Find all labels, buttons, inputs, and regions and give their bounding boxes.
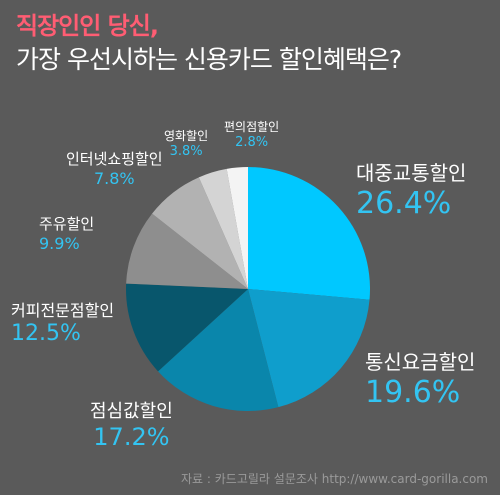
slice-name-fuel: 주유할인	[39, 215, 95, 233]
label-telecom: 통신요금할인 19.6%	[365, 346, 475, 410]
slice-percent-online-shopping: 7.8%	[93, 169, 135, 188]
pie-slice-4	[126, 213, 248, 289]
label-online-shopping: 인터넷쇼핑할인 7.8%	[66, 148, 163, 188]
slice-name-movie: 영화할인	[164, 129, 209, 143]
pie-slice-3	[126, 283, 248, 372]
pie-slice-7	[226, 167, 248, 289]
label-lunch: 점심값할인 17.2%	[90, 397, 173, 451]
pie-slice-5	[152, 177, 248, 289]
label-coffee: 커피전문점할인 12.5%	[11, 297, 114, 346]
slice-percent-telecom: 19.6%	[365, 375, 461, 410]
source-note: 자료 : 카드고릴라 설문조사 http://www.card-gorilla.…	[181, 472, 488, 486]
pie-slice-6	[198, 168, 248, 289]
label-convenience-store: 편의점할인 2.8%	[224, 118, 279, 150]
label-movie: 영화할인 3.8%	[164, 127, 208, 159]
slice-name-online-shopping: 인터넷쇼핑할인	[66, 150, 163, 168]
slice-name-lunch: 점심값할인	[90, 401, 173, 422]
slice-name-coffee: 커피전문점할인	[11, 301, 115, 320]
slice-percent-movie: 3.8%	[169, 144, 203, 159]
slice-percent-lunch: 17.2%	[93, 423, 170, 451]
label-public-transport: 대중교통할인 26.4%	[356, 157, 466, 221]
slice-percent-convenience-store: 2.8%	[235, 135, 269, 150]
title-line2: 가장 우선시하는 신용카드 할인혜택은?	[16, 45, 402, 74]
slice-name-telecom: 통신요금할인	[365, 350, 476, 374]
pie-slice-1	[248, 289, 370, 408]
pie-slice-2	[158, 289, 279, 412]
slice-name-convenience-store: 편의점할인	[224, 120, 280, 134]
slice-percent-public-transport: 26.4%	[356, 186, 452, 221]
slice-name-public-transport: 대중교통할인	[356, 161, 467, 185]
title-line1: 직장인인 당신,	[16, 12, 159, 40]
slice-percent-coffee: 12.5%	[11, 321, 81, 346]
label-fuel: 주유할인 9.9%	[39, 213, 94, 253]
pie-slice-0	[248, 167, 371, 300]
slice-percent-fuel: 9.9%	[39, 234, 80, 253]
